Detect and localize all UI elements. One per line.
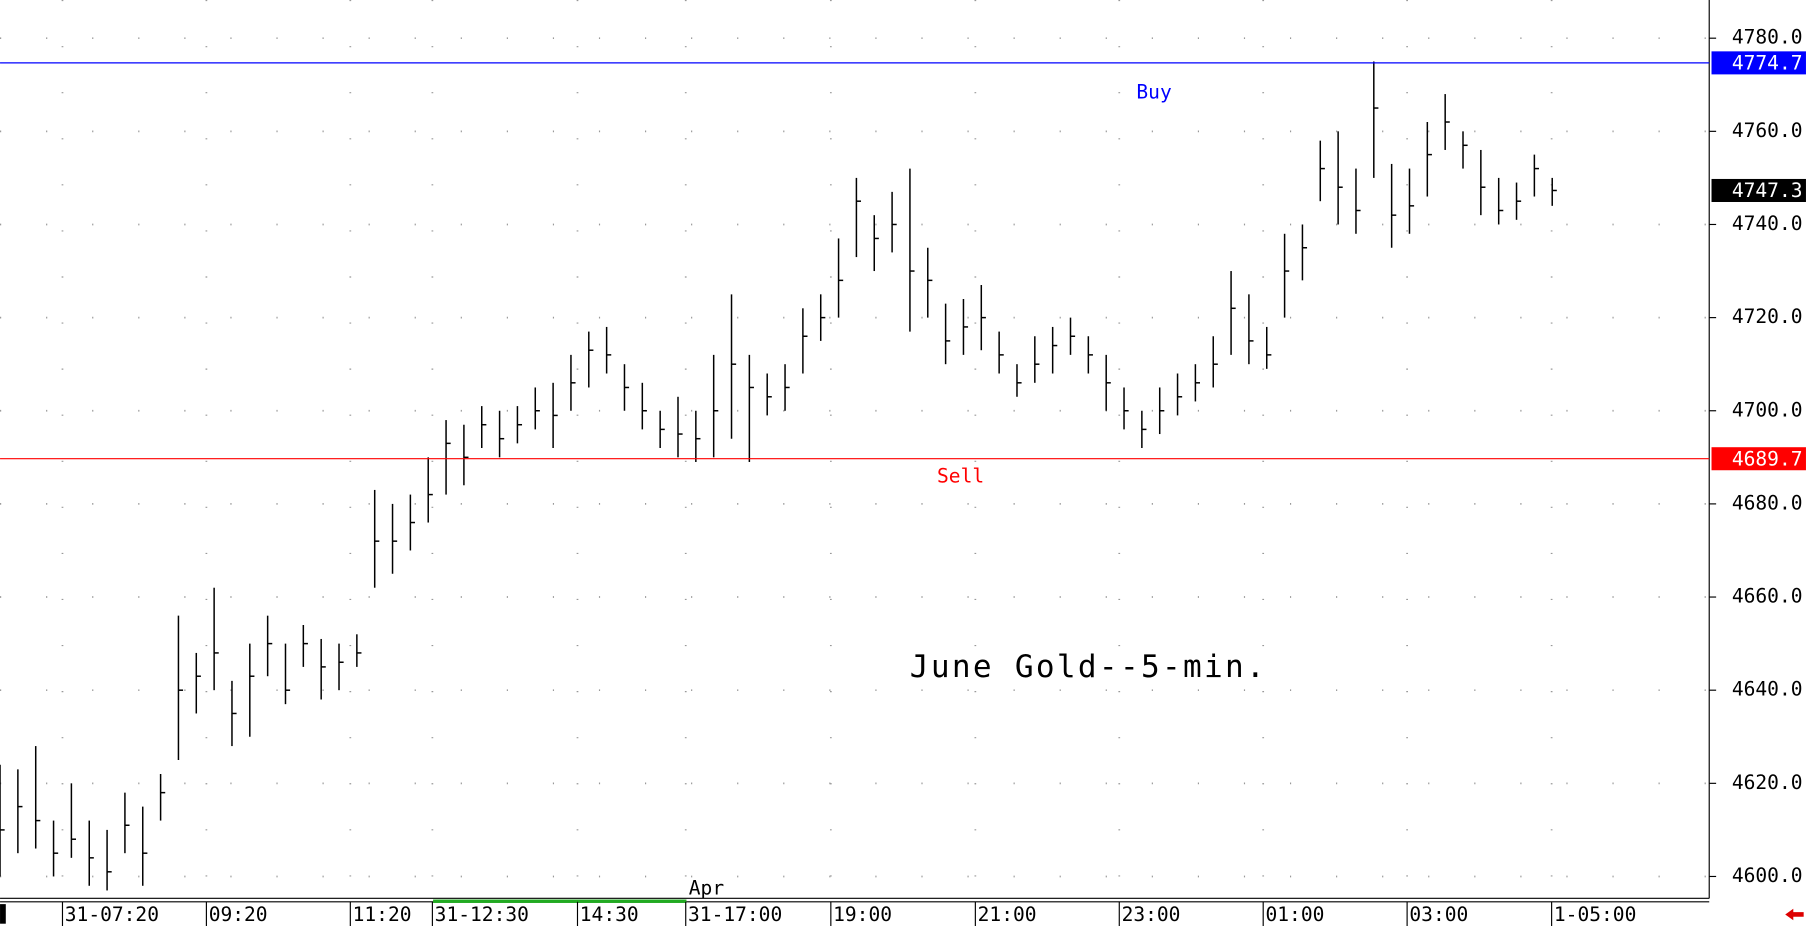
x-tick-label: 31-12:30 — [435, 903, 529, 926]
x-tick-label: 23:00 — [1122, 903, 1181, 926]
x-tick-label: 14:30 — [580, 903, 639, 926]
y-tick-label: 4760.0 — [1732, 119, 1803, 142]
y-tick-label: 4700.0 — [1732, 398, 1803, 421]
x-tick-label: 11:20 — [353, 903, 412, 926]
price-box — [1711, 51, 1806, 75]
price-box-label: 4774.7 — [1732, 52, 1803, 75]
last-price-label: 4747.3 — [1732, 179, 1803, 202]
month-label: Apr — [689, 877, 725, 900]
y-tick-label: 4620.0 — [1732, 771, 1803, 794]
level-label: Sell — [937, 465, 984, 488]
scroll-arrow[interactable] — [1785, 908, 1804, 921]
level-label: Buy — [1136, 80, 1172, 103]
y-tick-label: 4600.0 — [1732, 864, 1803, 887]
y-tick-label: 4720.0 — [1732, 305, 1803, 328]
x-tick-label: 09:20 — [209, 903, 268, 926]
last-price-box — [1711, 178, 1806, 202]
session-bar — [433, 899, 687, 903]
x-tick-label: 19:00 — [833, 903, 892, 926]
x-tick-label: 03:00 — [1409, 903, 1468, 926]
y-tick-label: 4680.0 — [1732, 491, 1803, 514]
y-tick-label: 4780.0 — [1732, 26, 1803, 49]
x-tick-label: 21:00 — [978, 903, 1037, 926]
x-tick-label: 31-17:00 — [688, 903, 782, 926]
x-tick-label: 1-05:00 — [1554, 903, 1636, 926]
x-tick-label: 01:00 — [1265, 903, 1324, 926]
price-box — [1711, 447, 1806, 471]
price-box-label: 4689.7 — [1732, 447, 1803, 470]
y-tick-label: 4740.0 — [1732, 212, 1803, 235]
chart-annotation: June Gold--5-min. — [910, 649, 1267, 685]
y-tick-label: 4660.0 — [1732, 585, 1803, 608]
y-tick-label: 4640.0 — [1732, 678, 1803, 701]
x-tick-label: 31-07:20 — [65, 903, 159, 926]
axis-marker — [0, 904, 6, 924]
